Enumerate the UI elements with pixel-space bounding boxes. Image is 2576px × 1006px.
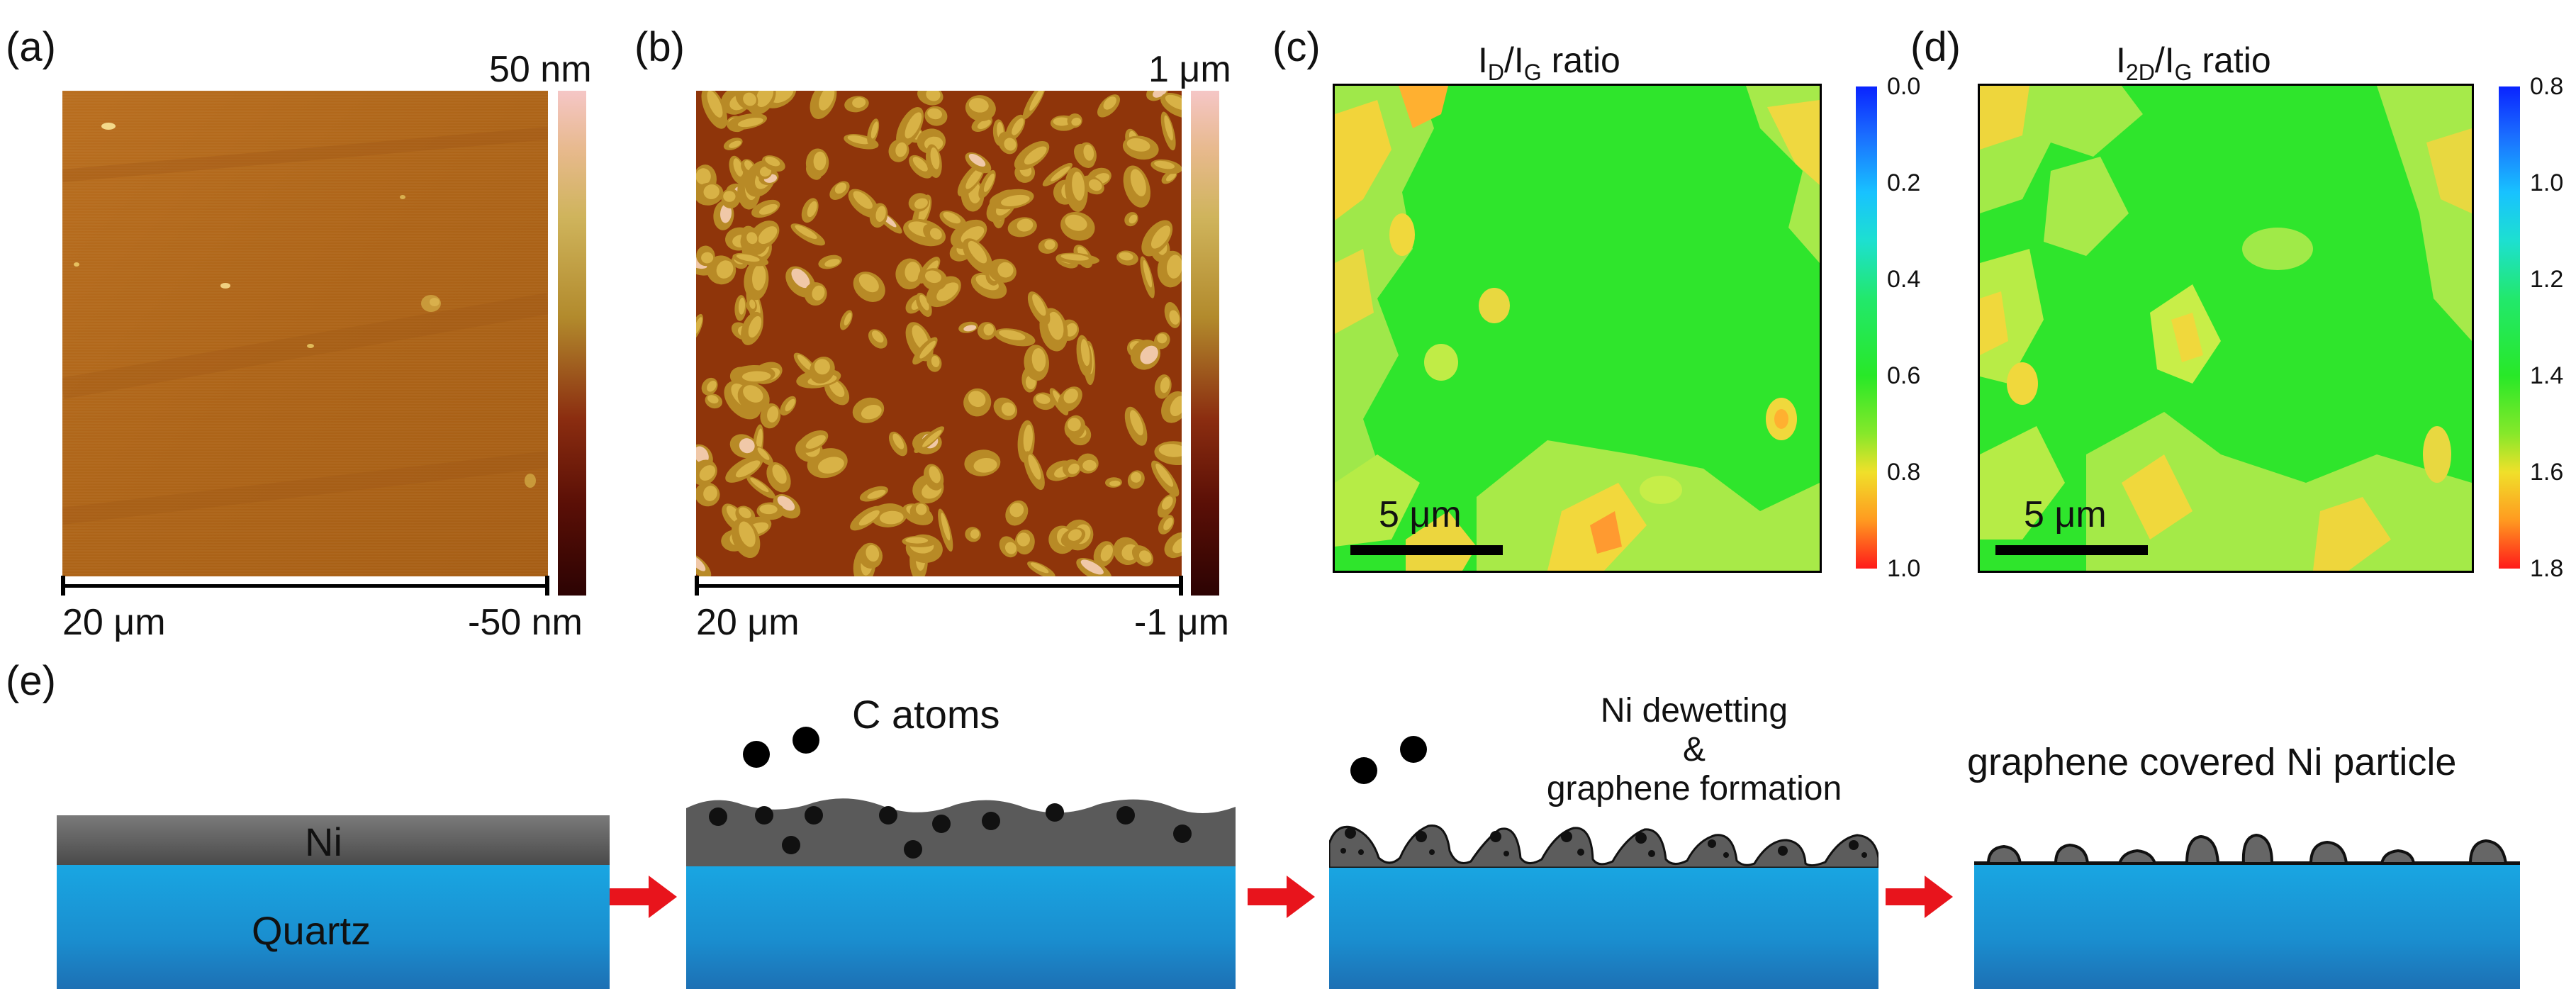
quartz-substrate-4	[1974, 865, 2520, 989]
carbon-atom	[793, 727, 819, 754]
colorbar-b-top-label: 1 μm	[1148, 49, 1231, 90]
ni-carbon-layer	[686, 798, 1236, 866]
map-d-title: I2D/IG ratio	[2116, 40, 2271, 85]
ni-film-layer	[57, 815, 610, 865]
ni-layer-label: Ni	[305, 820, 342, 864]
colorbar-c-tick: 0.4	[1887, 266, 1921, 293]
scalebar-a-label: 20 μm	[62, 602, 166, 643]
raman-map-c	[1333, 84, 1822, 573]
map-c-title: ID/IG ratio	[1478, 40, 1620, 85]
colorbar-d-tick: 1.2	[2530, 266, 2564, 293]
graphene-ni-particles	[1986, 833, 2508, 865]
afm-image-a	[62, 91, 548, 576]
quartz-substrate-2	[686, 865, 1236, 989]
colorbar-c-tick: 0.2	[1887, 169, 1921, 196]
scalebar-d	[1995, 545, 2148, 555]
panel-label-c: (c)	[1272, 24, 1321, 70]
quartz-layer-label: Quartz	[252, 908, 371, 953]
carbon-atom	[743, 741, 770, 768]
scalebar-b-left-tick	[695, 576, 699, 596]
colorbar-d-tick: 1.6	[2530, 459, 2564, 486]
scalebar-d-label: 5 μm	[2024, 494, 2107, 535]
colorbar-c-tick: 0.0	[1887, 73, 1921, 100]
scalebar-b-label: 20 μm	[696, 602, 800, 643]
process-arrow-2	[1248, 876, 1315, 918]
dewetted-ni-islands	[1329, 824, 1878, 868]
panel-label-a: (a)	[6, 24, 56, 70]
colorbar-a	[558, 91, 586, 596]
afm-image-b	[696, 91, 1182, 576]
process-arrow-1	[610, 876, 677, 918]
colorbar-c-ticks: 0.0 0.2 0.4 0.6 0.8 1.0	[1887, 74, 1944, 581]
raman-map-d	[1978, 84, 2474, 573]
step3-label: Ni dewetting & graphene formation	[1546, 692, 1842, 808]
colorbar-d-tick: 0.8	[2530, 73, 2564, 100]
quartz-substrate-1	[57, 865, 610, 989]
panel-label-e: (e)	[6, 658, 56, 704]
scalebar-b	[696, 584, 1182, 588]
carbon-atom	[1350, 757, 1377, 784]
colorbar-d-tick: 1.0	[2530, 169, 2564, 196]
colorbar-c-tick: 1.0	[1887, 555, 1921, 582]
colorbar-b	[1191, 91, 1219, 596]
colorbar-c-tick: 0.6	[1887, 362, 1921, 389]
colorbar-a-bottom-label: -50 nm	[468, 602, 583, 643]
step4-label: graphene covered Ni particle	[1967, 741, 2457, 783]
scalebar-a-left-tick	[61, 576, 65, 596]
scalebar-c-label: 5 μm	[1379, 494, 1462, 535]
colorbar-d	[2499, 86, 2520, 569]
colorbar-d-tick: 1.8	[2530, 555, 2564, 582]
panel-label-d: (d)	[1910, 24, 1961, 70]
process-arrow-3	[1886, 876, 1953, 918]
scalebar-b-right-tick	[1179, 576, 1183, 596]
colorbar-c	[1856, 86, 1877, 569]
colorbar-d-ticks: 0.8 1.0 1.2 1.4 1.6 1.8	[2530, 74, 2572, 581]
panel-label-b: (b)	[634, 24, 685, 70]
colorbar-a-top-label: 50 nm	[489, 49, 592, 90]
scalebar-a-right-tick	[545, 576, 549, 596]
scalebar-c	[1350, 545, 1503, 555]
scalebar-a	[62, 584, 548, 588]
carbon-atom	[1400, 736, 1427, 763]
step2-label: C atoms	[852, 692, 1000, 737]
colorbar-c-tick: 0.8	[1887, 459, 1921, 486]
colorbar-b-bottom-label: -1 μm	[1134, 602, 1229, 643]
colorbar-d-tick: 1.4	[2530, 362, 2564, 389]
quartz-substrate-3	[1329, 865, 1878, 989]
